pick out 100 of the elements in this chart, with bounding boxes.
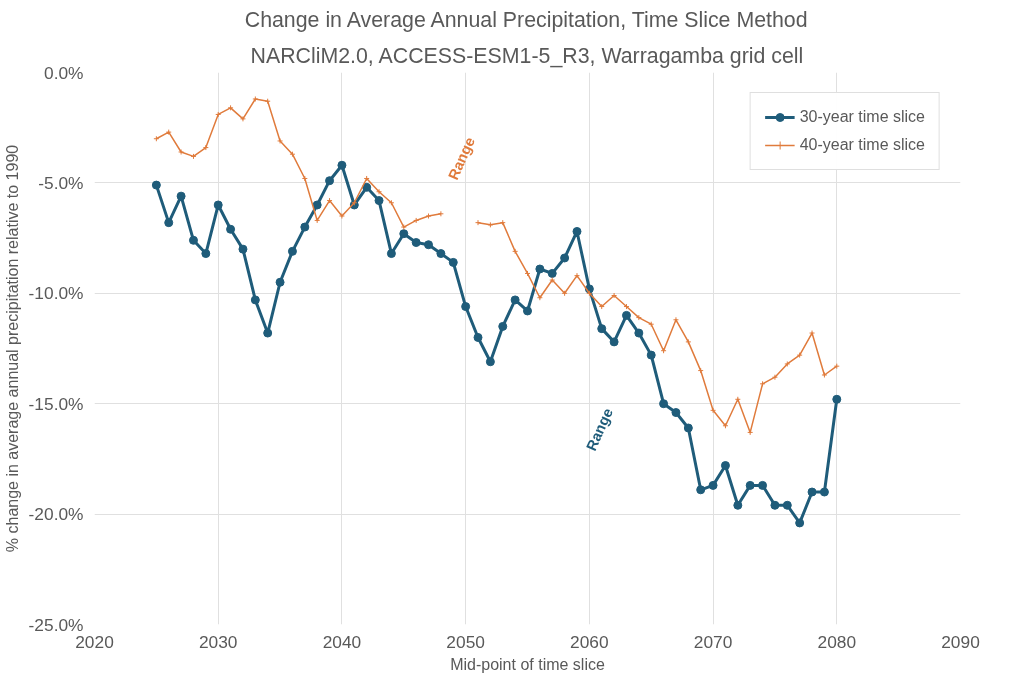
x-tick-label: 2030: [198, 631, 238, 652]
point: [696, 485, 706, 495]
point: [524, 270, 531, 277]
legend-label: 30-year time slice: [799, 108, 925, 126]
point: [671, 408, 681, 418]
chart-subtitle: NARCliM2.0, ACCESS-ESM1-5_R3, Warragamba grid cell: [250, 43, 804, 68]
point: [771, 374, 778, 381]
point: [536, 294, 543, 301]
point: [611, 292, 618, 299]
point: [635, 314, 642, 321]
x-tick-label: 2060: [570, 631, 609, 652]
point: [819, 487, 829, 497]
point: [362, 182, 372, 192]
point: [648, 321, 655, 328]
point: [621, 310, 631, 320]
point: [733, 500, 743, 510]
point: [498, 321, 508, 331]
point: [821, 372, 828, 378]
point: [363, 175, 370, 182]
x-tick-label: 2080: [817, 631, 857, 652]
point: [164, 218, 174, 228]
point: [400, 224, 407, 231]
y-tick-label: -15.0%: [28, 393, 84, 414]
point: [436, 249, 446, 259]
point: [201, 249, 211, 259]
point: [646, 350, 656, 360]
point: [275, 277, 285, 287]
point: [485, 357, 495, 367]
point: [745, 480, 755, 490]
point: [178, 148, 185, 155]
point: [386, 249, 396, 259]
point: [264, 98, 271, 105]
point: [598, 303, 605, 310]
point: [549, 277, 556, 284]
legend-label: 40-year time slice: [799, 136, 925, 154]
point: [325, 176, 335, 186]
point: [572, 226, 582, 236]
x-tick-label: 2040: [322, 631, 362, 652]
point: [809, 330, 816, 337]
point: [499, 219, 506, 226]
point: [710, 407, 717, 414]
point: [796, 352, 803, 359]
point: [722, 422, 729, 429]
point: [227, 104, 234, 111]
point: [720, 461, 730, 471]
point: [510, 295, 520, 305]
chart-title: Change in Average Annual Precipitation, Time Slice Method: [244, 7, 808, 32]
point: [609, 337, 619, 347]
point: [782, 500, 792, 510]
point: [586, 290, 593, 297]
point: [523, 306, 532, 316]
point: [165, 129, 172, 136]
point: [176, 191, 186, 201]
y-tick-label: -10.0%: [28, 283, 84, 304]
point: [448, 257, 458, 267]
point: [399, 229, 409, 239]
point: [573, 272, 580, 279]
point: [277, 137, 284, 144]
x-tick-label: 2050: [446, 631, 485, 652]
point: [623, 303, 630, 310]
point: [424, 240, 434, 250]
point: [287, 246, 297, 256]
point: [683, 423, 693, 433]
point: [660, 347, 667, 354]
y-axis-title: % change in average annual precipitation relative to 1990: [3, 144, 21, 553]
point: [461, 302, 471, 312]
point: [685, 338, 692, 345]
point: [535, 264, 545, 274]
x-axis-title: Mid-point of time slice: [450, 655, 605, 673]
point: [289, 151, 296, 158]
point: [561, 290, 568, 297]
point: [351, 199, 358, 206]
point: [301, 175, 308, 182]
point: [697, 367, 704, 374]
point: [411, 238, 421, 248]
point: [795, 518, 805, 528]
point: [672, 316, 679, 323]
point: [239, 115, 246, 122]
point: [759, 380, 766, 387]
point: [547, 268, 557, 278]
point: [475, 219, 482, 226]
point: [659, 399, 669, 409]
point: [784, 360, 791, 367]
point: [388, 199, 395, 206]
point: [226, 224, 236, 234]
y-tick-label: 0.0%: [44, 62, 84, 83]
point: [188, 235, 198, 245]
point: [413, 217, 420, 224]
point: [634, 328, 644, 338]
point: [151, 180, 161, 190]
point: [437, 210, 444, 217]
point: [487, 221, 494, 228]
y-tick-label: -5.0%: [38, 172, 84, 193]
point: [770, 500, 780, 510]
point: [337, 160, 347, 170]
point: [832, 394, 842, 404]
point: [312, 200, 322, 210]
point: [734, 396, 741, 403]
point: [376, 188, 383, 195]
point: [213, 200, 223, 210]
